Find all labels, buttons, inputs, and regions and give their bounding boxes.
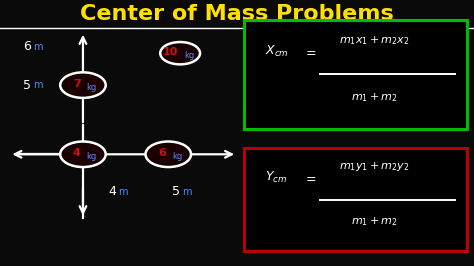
- Circle shape: [60, 72, 106, 98]
- Text: 6: 6: [23, 40, 31, 53]
- Text: $m_1 + m_2$: $m_1 + m_2$: [351, 215, 398, 228]
- Circle shape: [146, 142, 191, 167]
- Text: $Y_{cm}$: $Y_{cm}$: [265, 170, 288, 185]
- Text: 10: 10: [163, 47, 178, 57]
- Text: $m_1y_1 + m_2y_2$: $m_1y_1 + m_2y_2$: [339, 160, 410, 173]
- FancyBboxPatch shape: [244, 20, 467, 129]
- Text: kg: kg: [87, 152, 97, 161]
- Text: $=$: $=$: [303, 45, 317, 57]
- FancyBboxPatch shape: [244, 148, 467, 251]
- Text: $m_1 + m_2$: $m_1 + m_2$: [351, 92, 398, 104]
- Text: 7: 7: [73, 79, 81, 89]
- Circle shape: [160, 42, 200, 64]
- Text: kg: kg: [87, 83, 97, 92]
- Text: m: m: [33, 41, 43, 52]
- Text: kg: kg: [184, 51, 194, 60]
- Text: kg: kg: [172, 152, 182, 161]
- Text: 5: 5: [23, 79, 31, 92]
- Text: 5: 5: [172, 185, 180, 198]
- Circle shape: [60, 142, 106, 167]
- Text: 4: 4: [73, 148, 81, 158]
- Text: m: m: [182, 186, 192, 197]
- Text: m: m: [118, 186, 128, 197]
- Text: 6: 6: [158, 148, 166, 158]
- Text: m: m: [33, 80, 43, 90]
- Text: $X_{cm}$: $X_{cm}$: [265, 44, 289, 59]
- Text: 4: 4: [108, 185, 116, 198]
- Text: $m_1x_1 + m_2x_2$: $m_1x_1 + m_2x_2$: [339, 34, 410, 47]
- Text: $=$: $=$: [303, 171, 317, 184]
- Text: Center of Mass Problems: Center of Mass Problems: [80, 4, 394, 24]
